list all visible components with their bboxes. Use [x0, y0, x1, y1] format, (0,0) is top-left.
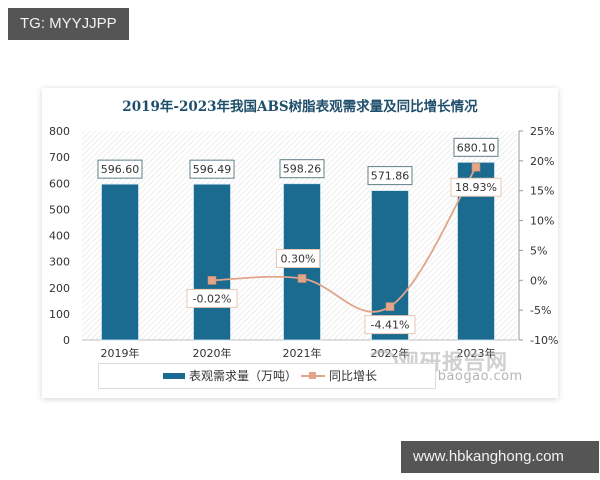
svg-text:0.30%: 0.30%	[281, 252, 316, 265]
chart-title: 2019年-2023年我国ABS树脂表观需求量及同比增长情况	[122, 99, 478, 115]
right-tick-label: 15%	[530, 185, 554, 198]
svg-text:-4.41%: -4.41%	[371, 319, 410, 332]
left-tick-label: 500	[49, 203, 70, 216]
top-left-tag: TG: MYYJJPP	[8, 8, 129, 40]
bar	[101, 183, 139, 341]
left-tick-label: 800	[49, 125, 70, 138]
legend-item-growth: 同比增长	[301, 367, 377, 384]
legend-label-demand: 表观需求量（万吨）	[189, 369, 298, 383]
x-tick-label: 2019年	[101, 346, 140, 360]
chart-legend: 表观需求量（万吨） 同比增长	[98, 363, 436, 389]
right-axis: -10% -5% 0% 5% 10% 15% 20% 25%	[518, 125, 558, 347]
svg-text:680.10: 680.10	[457, 141, 496, 154]
right-tick-label: -5%	[530, 304, 551, 317]
line-swatch-icon	[301, 371, 325, 379]
bar-value-label	[189, 159, 235, 179]
bar	[371, 190, 409, 341]
right-tick-label: 10%	[530, 215, 554, 228]
bar-value-label	[279, 159, 325, 179]
line-marker	[471, 162, 481, 172]
left-tick-label: 700	[49, 151, 70, 164]
line-series: -0.02% 0.30% -4.41% 18.93%	[186, 162, 502, 335]
line-marker	[207, 276, 217, 285]
svg-text:596.60: 596.60	[101, 163, 140, 176]
bar	[193, 183, 231, 341]
right-tick-label: -10%	[530, 334, 558, 347]
right-tick-label: 25%	[530, 125, 554, 138]
bar-value-label	[367, 166, 413, 186]
svg-text:598.26: 598.26	[283, 163, 322, 176]
legend-item-demand: 表观需求量（万吨）	[163, 367, 297, 384]
bar-value-label	[453, 137, 499, 157]
svg-text:18.93%: 18.93%	[455, 181, 497, 194]
bar-swatch-icon	[163, 372, 185, 379]
x-tick-label: 2023年	[457, 346, 496, 360]
right-tick-label: 20%	[530, 155, 554, 168]
svg-text:596.49: 596.49	[193, 163, 232, 176]
legend-label-growth: 同比增长	[329, 369, 378, 383]
x-tick-label: 2021年	[283, 346, 322, 360]
right-tick-label: 5%	[530, 244, 547, 257]
growth-line	[211, 166, 477, 313]
bottom-right-tag: www.hbkanghong.com	[401, 441, 599, 473]
line-value-label	[276, 248, 320, 268]
bar-value-label	[97, 159, 143, 179]
left-tick-label: 300	[49, 256, 70, 269]
svg-text:-0.02%: -0.02%	[193, 292, 232, 305]
line-marker	[297, 274, 307, 283]
bar-series: 596.60 596.49 598.26 571.86 680.10	[97, 137, 499, 341]
line-value-label	[364, 315, 416, 335]
left-tick-label: 200	[49, 282, 70, 295]
left-tick-label: 400	[49, 230, 70, 243]
line-value-label	[186, 288, 238, 308]
svg-text:571.86: 571.86	[371, 170, 410, 183]
left-tick-label: 0	[63, 334, 70, 347]
x-tick-label: 2020年	[193, 346, 232, 360]
left-tick-label: 100	[49, 308, 70, 321]
line-marker	[385, 302, 395, 311]
line-value-label	[450, 177, 502, 197]
left-tick-label: 600	[49, 177, 70, 190]
right-tick-label: 0%	[530, 274, 547, 287]
